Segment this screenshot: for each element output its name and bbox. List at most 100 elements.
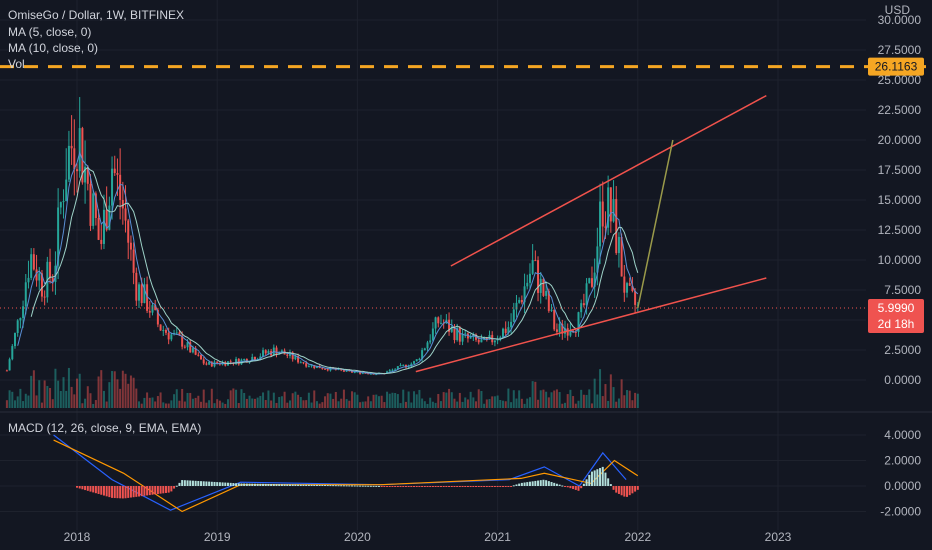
candle-body bbox=[302, 362, 305, 364]
candle-body bbox=[129, 242, 132, 250]
volume-bar bbox=[248, 395, 251, 408]
volume-bar bbox=[402, 389, 405, 408]
macd-histogram-bar bbox=[515, 484, 518, 486]
ma5-legend[interactable]: MA (5, close, 0) bbox=[8, 25, 92, 39]
candle-body bbox=[407, 366, 410, 368]
candle-body bbox=[51, 277, 54, 283]
volume-bar bbox=[364, 401, 367, 408]
macd-histogram-bar bbox=[189, 480, 192, 486]
volume-bar bbox=[537, 399, 540, 408]
candle-body bbox=[146, 284, 149, 311]
volume-bar bbox=[617, 398, 620, 408]
candle-body bbox=[76, 169, 78, 172]
macd-histogram-bar bbox=[280, 484, 283, 486]
volume-bar bbox=[200, 401, 203, 408]
macd-histogram-bar bbox=[94, 486, 97, 494]
volume-bar bbox=[270, 400, 273, 408]
volume-bar bbox=[70, 386, 73, 408]
macd-histogram-bar bbox=[278, 484, 281, 486]
macd-histogram-bar bbox=[421, 486, 424, 487]
ma5-line bbox=[17, 150, 639, 375]
volume-bar bbox=[78, 373, 81, 408]
volume-bar bbox=[264, 400, 267, 408]
candle-body bbox=[229, 361, 232, 363]
volume-bar bbox=[599, 369, 602, 408]
macd-histogram-bar bbox=[102, 486, 105, 496]
macd-histogram-bar bbox=[461, 486, 464, 487]
volume-bar bbox=[415, 394, 418, 408]
ma10-legend[interactable]: MA (10, close, 0) bbox=[8, 41, 99, 55]
volume-bar bbox=[318, 403, 321, 408]
macd-histogram-bar bbox=[585, 479, 588, 486]
candle-body bbox=[345, 370, 348, 372]
volume-bar bbox=[40, 402, 43, 408]
volume-bar bbox=[208, 400, 211, 408]
macd-histogram-bar bbox=[124, 486, 127, 499]
candle-body bbox=[326, 369, 329, 371]
macd-histogram-bar bbox=[259, 483, 262, 486]
candle-body bbox=[518, 300, 521, 303]
macd-histogram-bar bbox=[213, 481, 216, 486]
macd-histogram-bar bbox=[464, 486, 467, 487]
vol-legend[interactable]: Vol bbox=[8, 57, 25, 71]
macd-histogram-bar bbox=[159, 486, 162, 494]
macd-histogram-bar bbox=[348, 485, 351, 487]
volume-bar bbox=[100, 370, 103, 408]
macd-histogram-bar bbox=[501, 486, 504, 487]
macd-histogram-bar bbox=[612, 486, 615, 490]
candle-body bbox=[315, 365, 318, 369]
candle-body bbox=[415, 359, 418, 362]
macd-histogram-bar bbox=[547, 481, 550, 486]
candle-body bbox=[631, 285, 634, 292]
candle-body bbox=[170, 334, 173, 340]
candle-body bbox=[24, 282, 27, 307]
macd-histogram-bar bbox=[248, 483, 251, 486]
volume-bar bbox=[22, 401, 25, 408]
macd-histogram-bar bbox=[499, 486, 502, 487]
candle-body bbox=[49, 261, 52, 278]
volume-bar bbox=[558, 392, 561, 408]
time-axis-tick: 2021 bbox=[484, 530, 511, 544]
volume-bar bbox=[367, 396, 370, 408]
volume-bar bbox=[235, 389, 238, 408]
candle-body bbox=[367, 373, 370, 375]
macd-histogram-bar bbox=[121, 486, 124, 499]
macd-histogram-bar bbox=[353, 485, 356, 487]
volume-bar bbox=[413, 391, 416, 408]
macd-histogram-bar bbox=[626, 486, 629, 497]
macd-histogram-bar bbox=[175, 485, 178, 487]
macd-histogram-bar bbox=[270, 484, 273, 486]
macd-histogram-bar bbox=[469, 486, 472, 487]
volume-bar bbox=[590, 403, 593, 408]
symbol-title: OmiseGo / Dollar, 1W, BITFINEX bbox=[8, 8, 185, 22]
volume-bar bbox=[383, 402, 386, 408]
volume-bar bbox=[439, 401, 442, 408]
volume-bar bbox=[307, 392, 310, 408]
volume-bar bbox=[73, 394, 76, 408]
macd-histogram-bar bbox=[534, 480, 537, 486]
candle-body bbox=[251, 356, 254, 362]
macd-histogram-bar bbox=[245, 483, 248, 486]
macd-histogram-bar bbox=[396, 486, 399, 487]
macd-histogram-bar bbox=[324, 484, 327, 486]
macd-histogram-bar bbox=[477, 486, 480, 487]
volume-bar bbox=[256, 397, 259, 408]
candle-body bbox=[8, 359, 11, 371]
candle-body bbox=[86, 166, 89, 184]
trendline bbox=[415, 277, 767, 373]
candle-body bbox=[561, 323, 564, 334]
volume-bar bbox=[386, 391, 389, 408]
candle-body bbox=[305, 363, 308, 367]
macd-histogram-bar bbox=[582, 483, 585, 486]
macd-legend[interactable]: MACD (12, 26, close, 9, EMA, EMA) bbox=[8, 421, 202, 435]
candle-body bbox=[186, 342, 189, 348]
macd-histogram-bar bbox=[351, 485, 354, 487]
macd-histogram-bar bbox=[200, 481, 203, 486]
time-axis-tick: 2023 bbox=[765, 530, 792, 544]
volume-bar bbox=[483, 403, 486, 408]
price-axis-tick: 15.0000 bbox=[878, 193, 922, 207]
macd-histogram-bar bbox=[229, 482, 232, 486]
candle-body bbox=[132, 249, 135, 273]
volume-bar bbox=[132, 377, 135, 408]
